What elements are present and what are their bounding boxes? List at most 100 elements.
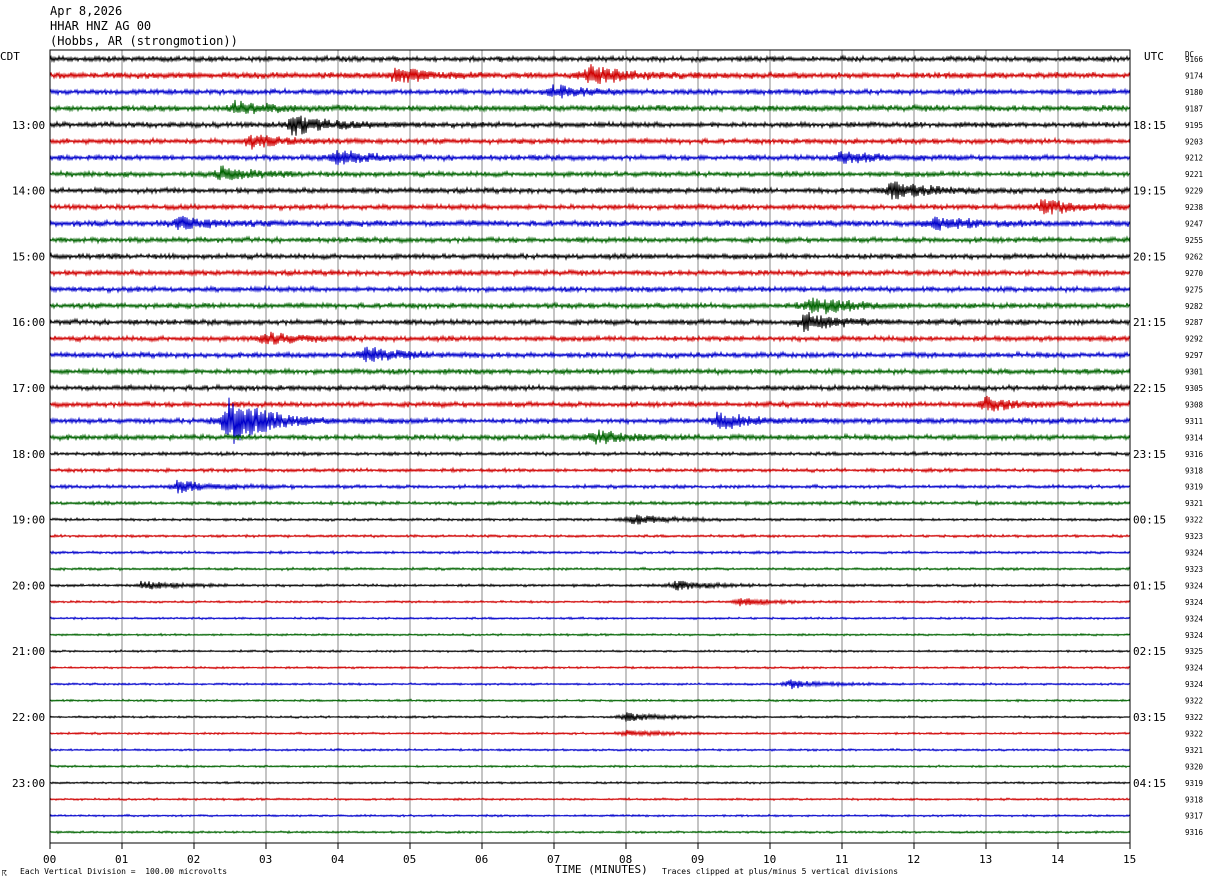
trace-row-28 xyxy=(49,499,1131,507)
dc-value-label: 9318 xyxy=(1185,795,1204,804)
cdt-hour-label: 16:00 xyxy=(12,316,45,329)
dc-value-label: 9320 xyxy=(1185,762,1204,771)
left-timezone-label: CDT xyxy=(0,50,20,63)
channel-label: HHAR HNZ AG 00 xyxy=(50,19,152,33)
corner-mark: ☈ xyxy=(2,869,7,878)
trace-row-15 xyxy=(49,284,1131,295)
x-tick-label: 09 xyxy=(691,853,704,866)
trace-row-10 xyxy=(49,199,1131,215)
dc-value-label: 9212 xyxy=(1185,154,1203,163)
utc-hour-label: 00:15 xyxy=(1133,514,1166,527)
dc-value-label: 9324 xyxy=(1185,664,1204,673)
utc-hour-label: 01:15 xyxy=(1133,579,1166,592)
dc-value-label: 9255 xyxy=(1185,236,1203,245)
trace-row-45 xyxy=(49,780,1131,786)
dc-value-label: 9322 xyxy=(1185,713,1203,722)
trace-row-8 xyxy=(49,165,1131,181)
utc-hour-label: 21:15 xyxy=(1133,316,1166,329)
dc-value-label: 9297 xyxy=(1185,351,1203,360)
trace-row-42 xyxy=(49,729,1131,738)
trace-row-12 xyxy=(49,235,1131,245)
trace-row-26 xyxy=(49,466,1131,474)
trace-row-38 xyxy=(49,665,1131,670)
trace-row-5 xyxy=(49,115,1131,136)
trace-row-41 xyxy=(49,712,1131,722)
trace-row-37 xyxy=(49,648,1131,654)
trace-row-7 xyxy=(49,150,1131,166)
trace-row-6 xyxy=(49,134,1131,150)
x-tick-label: 13 xyxy=(979,853,992,866)
dc-value-label: 9275 xyxy=(1185,285,1203,294)
location-label: (Hobbs, AR (strongmotion)) xyxy=(50,34,238,48)
scale-note: Each Vertical Division = 100.00 microvol… xyxy=(20,867,228,876)
dc-value-label: 9221 xyxy=(1185,170,1203,179)
clip-note: Traces clipped at plus/minus 5 vertical … xyxy=(662,867,899,876)
traces xyxy=(49,54,1131,835)
trace-row-17 xyxy=(49,311,1131,333)
dc-value-label: 9229 xyxy=(1185,187,1203,196)
cdt-hour-label: 14:00 xyxy=(12,185,45,198)
dc-value-label: 9324 xyxy=(1185,631,1204,640)
x-tick-label: 06 xyxy=(475,853,488,866)
dc-value-label: 9247 xyxy=(1185,220,1203,229)
dc-value-label: 9174 xyxy=(1185,71,1204,80)
trace-row-11 xyxy=(49,215,1131,231)
dc-value-label: 9166 xyxy=(1185,55,1204,64)
x-tick-label: 01 xyxy=(115,853,128,866)
utc-hour-label: 02:15 xyxy=(1133,645,1166,658)
cdt-hour-label: 21:00 xyxy=(12,645,45,658)
x-tick-label: 04 xyxy=(331,853,345,866)
dc-value-label: 9195 xyxy=(1185,121,1203,130)
dc-value-label: 9187 xyxy=(1185,104,1203,113)
dc-value-label: 9321 xyxy=(1185,499,1203,508)
dc-value-label: 9324 xyxy=(1185,614,1204,623)
dc-value-label: 9316 xyxy=(1185,828,1204,837)
trace-row-27 xyxy=(49,479,1131,494)
utc-hour-label: 04:15 xyxy=(1133,777,1166,790)
grid xyxy=(49,50,1131,849)
x-tick-label: 00 xyxy=(43,853,56,866)
trace-row-43 xyxy=(49,747,1131,753)
x-tick-label: 08 xyxy=(619,853,632,866)
dc-value-label: 9262 xyxy=(1185,252,1203,261)
trace-row-18 xyxy=(49,331,1131,345)
trace-row-33 xyxy=(49,580,1131,591)
trace-row-47 xyxy=(49,813,1131,818)
dc-value-label: 9270 xyxy=(1185,269,1204,278)
plot-frame xyxy=(49,49,1131,844)
dc-header-label: DC xyxy=(1185,50,1194,59)
dc-value-label: 9322 xyxy=(1185,516,1203,525)
dc-value-label: 9311 xyxy=(1185,417,1203,426)
trace-row-40 xyxy=(49,698,1131,703)
dc-value-label: 9292 xyxy=(1185,335,1203,344)
dc-value-label: 9238 xyxy=(1185,203,1204,212)
trace-row-44 xyxy=(49,764,1131,769)
dc-value-label: 9305 xyxy=(1185,384,1203,393)
dc-value-label: 9324 xyxy=(1185,598,1204,607)
x-tick-label: 07 xyxy=(547,853,560,866)
dc-value-label: 9203 xyxy=(1185,137,1203,146)
dc-value-label: 9323 xyxy=(1185,565,1203,574)
dc-value-label: 9317 xyxy=(1185,812,1203,821)
trace-row-1 xyxy=(49,54,1131,64)
dc-value-label: 9314 xyxy=(1185,433,1204,442)
dc-value-label: 9319 xyxy=(1185,779,1203,788)
x-tick-label: 12 xyxy=(907,853,920,866)
right-timezone-label: UTC xyxy=(1144,50,1164,63)
dc-value-label: 9316 xyxy=(1185,450,1204,459)
trace-row-32 xyxy=(49,566,1131,572)
x-tick-label: 11 xyxy=(835,853,848,866)
utc-hour-label: 23:15 xyxy=(1133,448,1166,461)
axis-labels: 00 01 02 03 04 05 06 07 08 09 10 11 12 13 14 15 9166 9174… xyxy=(12,55,1204,866)
utc-hour-label: 20:15 xyxy=(1133,250,1166,263)
trace-row-24 xyxy=(49,429,1131,445)
dc-value-label: 9325 xyxy=(1185,647,1203,656)
x-tick-label: 05 xyxy=(403,853,416,866)
utc-hour-label: 22:15 xyxy=(1133,382,1166,395)
trace-row-25 xyxy=(49,450,1131,458)
trace-row-16 xyxy=(49,297,1131,315)
x-tick-label: 14 xyxy=(1051,853,1065,866)
cdt-hour-label: 19:00 xyxy=(12,514,45,527)
plot-header: Apr 8,2026 HHAR HNZ AG 00 (Hobbs, AR (st… xyxy=(50,4,238,49)
